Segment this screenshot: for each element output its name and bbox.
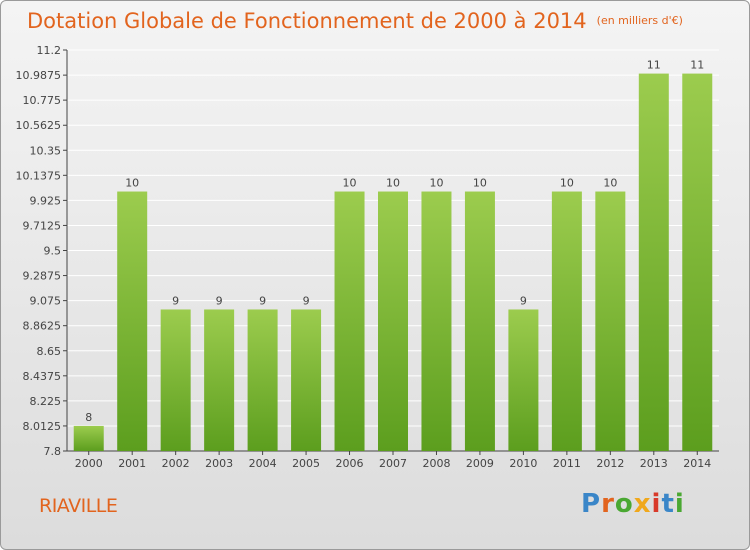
bar-2006 bbox=[334, 191, 365, 451]
x-tick-label-2002: 2002 bbox=[162, 457, 190, 470]
bar-2005 bbox=[291, 309, 322, 451]
data-label-2008: 10 bbox=[429, 177, 443, 190]
data-label-2014: 11 bbox=[690, 59, 704, 72]
x-tick-label-2012: 2012 bbox=[596, 457, 624, 470]
x-tick-label-2009: 2009 bbox=[466, 457, 494, 470]
data-labels: 8 10 9 9 9 9 10 10 10 10 9 10 10 11 11 bbox=[85, 59, 704, 424]
x-tick-label-2004: 2004 bbox=[249, 457, 277, 470]
data-label-2006: 10 bbox=[343, 177, 357, 190]
x-tick-label-2005: 2005 bbox=[292, 457, 320, 470]
chart-unit: (en milliers d'€) bbox=[596, 14, 683, 27]
city-name: RIAVILLE bbox=[39, 495, 118, 517]
x-tick-label-2007: 2007 bbox=[379, 457, 407, 470]
x-tick-label-2001: 2001 bbox=[118, 457, 146, 470]
y-tick-labels: 7.8 8.0125 8.225 8.4375 8.65 8.8625 9.075 9.287… bbox=[16, 44, 62, 458]
x-tick-label-2008: 2008 bbox=[422, 457, 450, 470]
bar-2003 bbox=[204, 309, 235, 451]
y-tick-label: 9.7125 bbox=[23, 219, 62, 232]
data-label-2012: 10 bbox=[603, 177, 617, 190]
bar-2009 bbox=[464, 191, 495, 451]
y-tick-label: 9.925 bbox=[30, 194, 62, 207]
y-tick-label: 10.35 bbox=[30, 144, 62, 157]
x-tick-label-2006: 2006 bbox=[336, 457, 364, 470]
y-tick-label: 10.9875 bbox=[16, 69, 62, 82]
data-label-2013: 11 bbox=[647, 59, 661, 72]
data-label-2004: 9 bbox=[259, 294, 266, 307]
bar-2012 bbox=[595, 191, 626, 451]
y-tick-label: 7.8 bbox=[44, 445, 62, 458]
bar-2007 bbox=[378, 191, 408, 451]
bar-2004 bbox=[247, 309, 278, 451]
y-tick-label: 9.075 bbox=[30, 295, 62, 308]
data-label-2011: 10 bbox=[560, 177, 574, 190]
proxiti-logo: Proxiti bbox=[581, 489, 685, 519]
bar-2000 bbox=[73, 425, 104, 451]
y-tick-label: 8.8625 bbox=[23, 320, 62, 333]
bar-2008 bbox=[421, 191, 452, 451]
y-tick-label: 11.2 bbox=[37, 44, 62, 57]
y-tick-label: 8.225 bbox=[30, 395, 62, 408]
data-label-2005: 9 bbox=[303, 294, 310, 307]
y-tick-label: 10.1375 bbox=[16, 169, 62, 182]
x-tick-label-2014: 2014 bbox=[683, 457, 711, 470]
y-tick-label: 10.5625 bbox=[16, 119, 62, 132]
bar-2010 bbox=[508, 309, 539, 451]
data-label-2007: 10 bbox=[386, 177, 400, 190]
data-label-2001: 10 bbox=[125, 177, 139, 190]
chart-title-text: Dotation Globale de Fonctionnement de 20… bbox=[27, 9, 587, 33]
data-label-2009: 10 bbox=[473, 177, 487, 190]
y-tick-label: 8.65 bbox=[37, 345, 62, 358]
bar-2002 bbox=[160, 309, 191, 451]
y-tick-label: 9.2875 bbox=[23, 270, 62, 283]
bar-2014 bbox=[682, 73, 713, 452]
bars bbox=[73, 73, 713, 452]
bar-2013 bbox=[638, 73, 669, 452]
y-tick-label: 8.0125 bbox=[23, 420, 62, 433]
x-tick-label-2010: 2010 bbox=[509, 457, 537, 470]
bar-2011 bbox=[551, 191, 582, 451]
data-label-2000: 8 bbox=[85, 411, 92, 424]
x-tick-label-2000: 2000 bbox=[75, 457, 103, 470]
y-tick-label: 8.4375 bbox=[23, 370, 62, 383]
x-tick-label-2013: 2013 bbox=[640, 457, 668, 470]
data-label-2003: 9 bbox=[216, 294, 223, 307]
bar-2001 bbox=[117, 191, 148, 451]
y-tick-label: 9.5 bbox=[44, 245, 62, 258]
data-label-2002: 9 bbox=[172, 294, 179, 307]
x-tick-label-2003: 2003 bbox=[205, 457, 233, 470]
data-label-2010: 9 bbox=[520, 294, 527, 307]
x-tick-labels: 2000 2001 2002 2003 2004 2005 2006 2007 2008 2009… bbox=[75, 451, 711, 470]
y-tick-label: 10.775 bbox=[23, 94, 62, 107]
x-tick-label-2011: 2011 bbox=[553, 457, 581, 470]
chart-title: Dotation Globale de Fonctionnement de 20… bbox=[27, 9, 683, 33]
